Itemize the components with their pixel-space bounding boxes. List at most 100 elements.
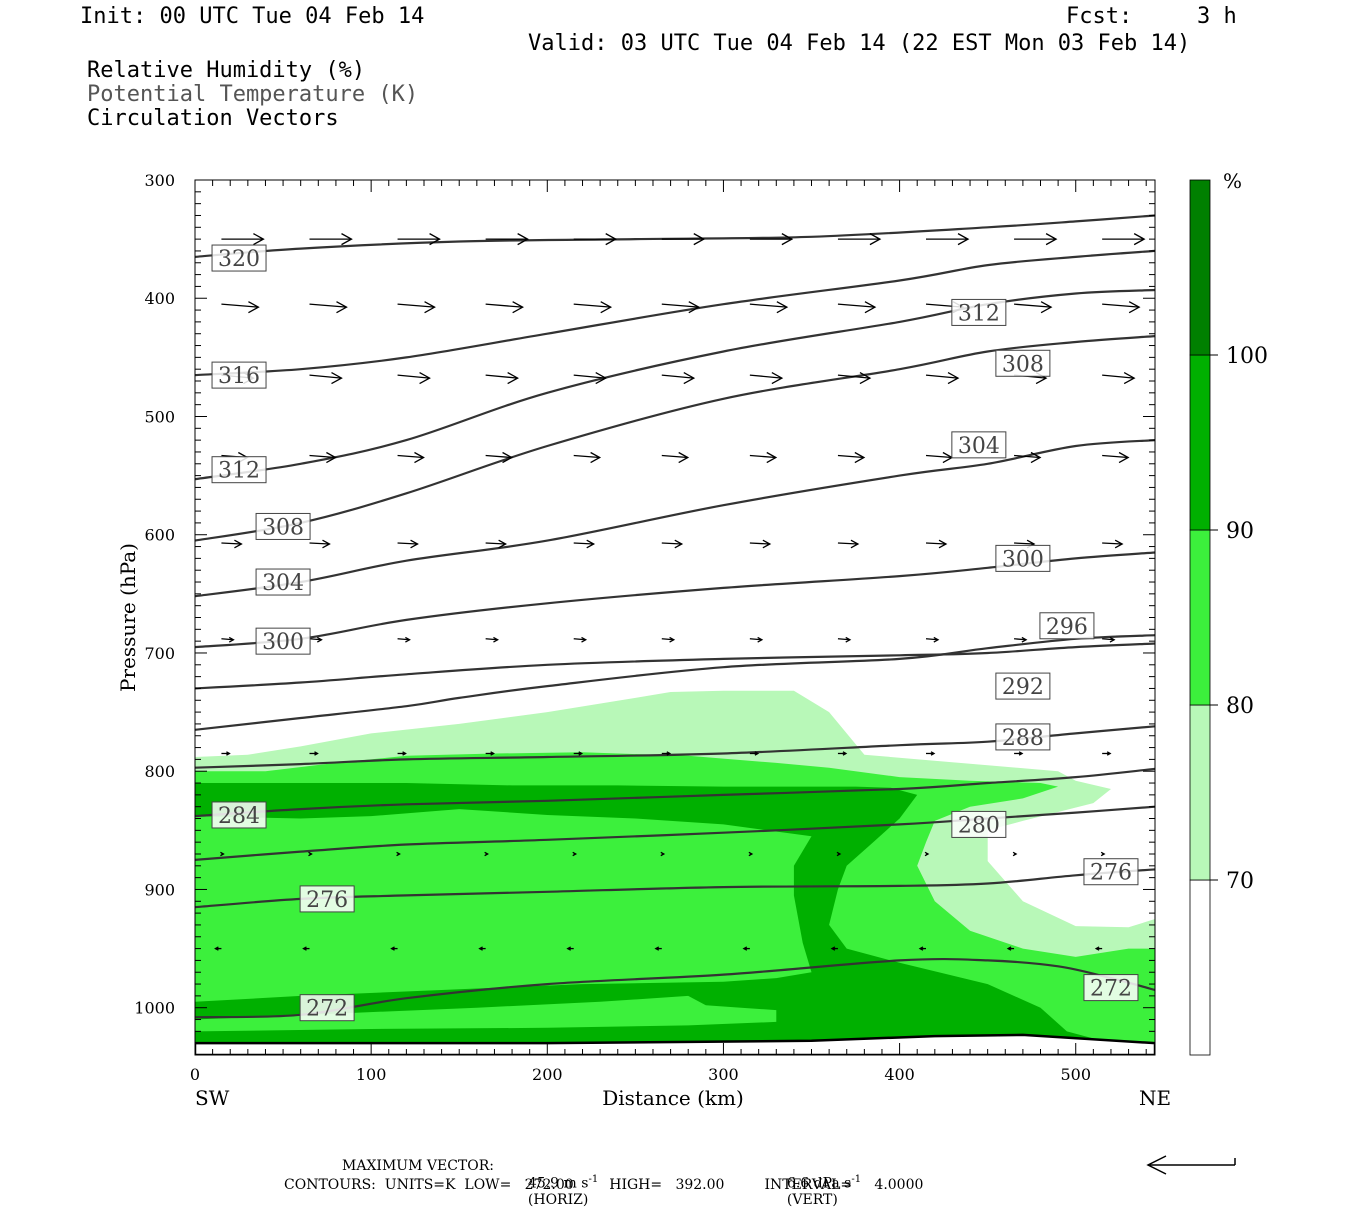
theta-label-text: 296	[1046, 615, 1088, 640]
theta-label-text: 300	[262, 630, 304, 655]
vector-arrow	[485, 636, 499, 643]
vector-arrow	[221, 636, 235, 643]
vector-arrow	[566, 946, 574, 951]
theta-label: 272	[1083, 974, 1139, 1002]
vector-arrow	[918, 946, 927, 951]
x-tick-label: 300	[708, 1065, 739, 1084]
field-theta: Potential Temperature (K)	[87, 82, 419, 107]
theta-label: 276	[299, 885, 355, 913]
vector-arrow	[573, 372, 608, 385]
theta-label-text: 312	[218, 459, 260, 484]
theta-label: 292	[995, 672, 1051, 700]
vector-arrow	[309, 451, 337, 464]
vector-arrow	[837, 751, 848, 756]
vector-arrow	[1012, 851, 1018, 857]
theta-label-text: 288	[1002, 726, 1044, 751]
theta-contour-296	[195, 634, 1155, 731]
theta-label: 316	[211, 361, 267, 389]
vector-arrow	[661, 301, 701, 314]
vector-arrow	[748, 851, 754, 857]
x-tick-label: 500	[1060, 1065, 1091, 1084]
vector-arrow	[485, 451, 513, 464]
vector-arrow	[485, 233, 529, 246]
x-tick-label: 0	[190, 1065, 200, 1084]
theta-label-text: 304	[958, 434, 1000, 459]
theta-label: 308	[255, 512, 311, 540]
vector-arrow	[836, 851, 842, 857]
vector-arrow	[397, 301, 436, 314]
colorbar-tick-label: 70	[1226, 869, 1254, 894]
vector-arrow	[573, 233, 618, 246]
vector-arrow	[397, 233, 441, 246]
vector-arrow	[749, 451, 778, 464]
colorbar-swatch-0	[1189, 879, 1211, 1056]
vector-arrow	[485, 301, 524, 314]
vector-arrow	[573, 751, 584, 756]
vector-arrow	[485, 372, 519, 385]
vector-arrow	[1014, 301, 1053, 314]
vector-arrow	[1100, 851, 1106, 857]
theta-label-text: 284	[218, 804, 260, 829]
terrain	[195, 1033, 1155, 1055]
vector-arrow	[221, 539, 243, 549]
theta-label: 312	[951, 298, 1007, 326]
theta-label-text: 316	[218, 364, 260, 389]
vector-arrow	[661, 233, 706, 246]
vector-arrow	[1102, 751, 1112, 756]
theta-label: 284	[211, 801, 267, 829]
footer-horiz-exponent: -1	[588, 1174, 599, 1185]
vector-arrow	[837, 636, 852, 643]
vector-arrow	[309, 301, 348, 314]
vector-arrow	[1014, 636, 1028, 643]
footer-vert-exponent: -1	[851, 1174, 862, 1185]
vector-arrow	[749, 301, 789, 314]
theta-label-text: 280	[958, 813, 1000, 838]
vector-arrow	[221, 301, 260, 314]
theta-label: 308	[995, 349, 1051, 377]
vector-arrow	[661, 539, 684, 549]
vector-arrow	[572, 851, 578, 857]
vector-arrow	[1102, 372, 1136, 385]
y-tick-label: 1000	[134, 999, 175, 1018]
field-vectors: Circulation Vectors	[87, 106, 339, 131]
vector-arrow	[221, 233, 265, 246]
vector-arrow	[926, 751, 936, 756]
x-end-left: SW	[195, 1086, 230, 1110]
theta-label: 304	[255, 568, 311, 596]
colorbar-tick-label: 100	[1226, 344, 1268, 369]
theta-label: 304	[951, 431, 1007, 459]
theta-label-text: 276	[1090, 861, 1132, 886]
theta-contour-316	[195, 249, 1155, 377]
vector-arrow	[397, 636, 411, 643]
vector-arrow	[749, 372, 784, 385]
y-tick-label: 300	[144, 171, 175, 190]
vector-arrow	[925, 451, 954, 464]
x-tick-label: 200	[532, 1065, 563, 1084]
forecast-hours: 3 h	[1197, 4, 1237, 29]
theta-contour-280	[195, 805, 1155, 861]
vector-arrow	[925, 372, 960, 385]
vector-arrow	[1102, 301, 1141, 314]
vector-arrow	[1102, 233, 1146, 246]
vector-arrow	[396, 851, 401, 857]
y-tick-label: 800	[144, 762, 175, 781]
theta-label-text: 308	[262, 515, 304, 540]
vector-arrow	[924, 851, 930, 857]
vector-arrow	[309, 372, 343, 385]
vector-arrow	[1014, 451, 1042, 464]
vector-arrow	[1014, 751, 1024, 756]
footer-max-vector-label: MAXIMUM VECTOR:	[342, 1158, 494, 1174]
valid-time: Valid: 03 UTC Tue 04 Feb 14 (22 EST Mon …	[528, 31, 1191, 56]
colorbar-swatch-100	[1189, 179, 1211, 356]
colorbar-swatch-90	[1189, 354, 1211, 531]
vector-arrow	[1006, 946, 1015, 951]
theta-contour-304	[195, 439, 1155, 598]
vector-arrow	[390, 946, 398, 951]
colorbar-unit: %	[1223, 169, 1242, 193]
vector-arrow	[309, 233, 353, 246]
theta-label-text: 320	[218, 247, 260, 272]
vector-arrow	[309, 751, 319, 756]
forecast-label: Fcst:	[1066, 4, 1133, 29]
vector-arrow	[308, 851, 313, 857]
y-tick-label: 500	[144, 407, 175, 426]
